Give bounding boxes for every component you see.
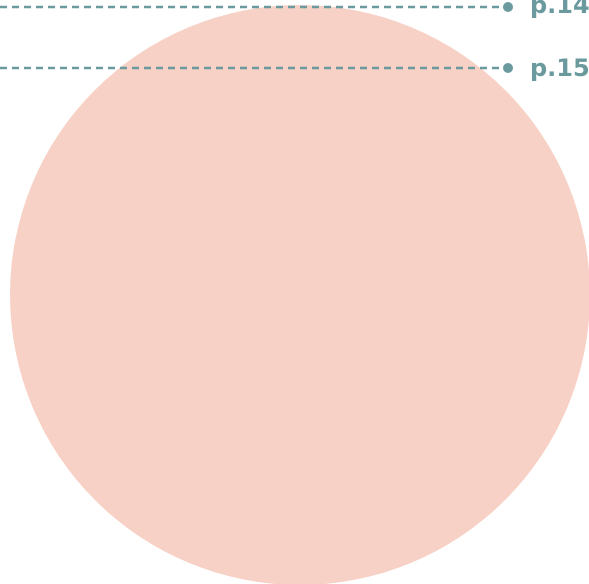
leader-dot (503, 2, 513, 12)
circle (10, 5, 589, 584)
page-label: p.15 (530, 54, 589, 82)
page-label: p.14 (530, 0, 589, 19)
leader-dot (503, 63, 513, 73)
